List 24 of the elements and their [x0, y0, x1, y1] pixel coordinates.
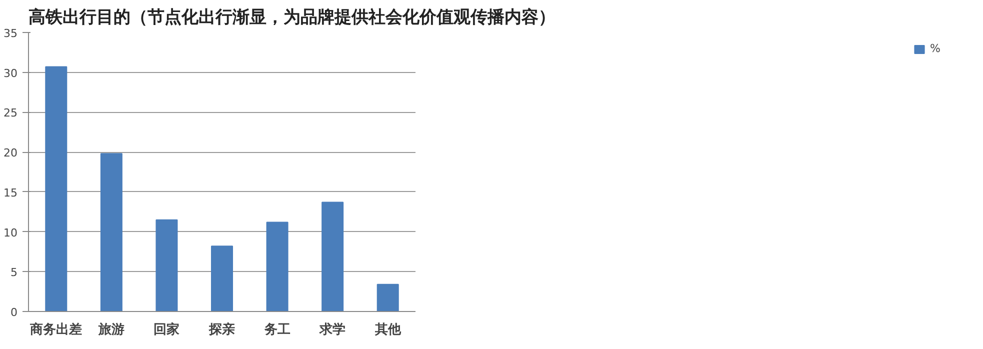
bar: [156, 219, 178, 312]
x-tick-label: 务工: [263, 322, 290, 338]
y-tick-label: 20: [4, 146, 18, 160]
x-tick-label: 旅游: [97, 322, 124, 338]
bar: [210, 246, 234, 312]
y-tick-label: 30: [4, 66, 18, 80]
y-tick-label: 0: [10, 306, 18, 319]
bar: [45, 66, 68, 312]
x-tick-label: 探亲: [208, 322, 235, 338]
x-tick-label: 回家: [154, 322, 180, 338]
bar: [266, 222, 288, 312]
y-tick-label: 5: [10, 266, 18, 280]
chart-title: 高铁出行目的（节点化出行渐显，为品牌提供社会化价值观传播内容）: [28, 8, 556, 28]
y-tick-label: 35: [4, 27, 18, 40]
bar: [376, 284, 399, 312]
bar: [322, 202, 344, 312]
bar: [100, 153, 122, 312]
y-tick-label: 10: [4, 226, 18, 240]
x-tick-label: 商务出差: [29, 322, 82, 338]
y-tick-label: 15: [4, 186, 18, 200]
x-tick-label: 求学: [318, 322, 346, 338]
y-tick-label: 25: [4, 106, 18, 120]
x-tick-label: 其他: [374, 322, 402, 338]
legend-label: %: [930, 42, 942, 55]
